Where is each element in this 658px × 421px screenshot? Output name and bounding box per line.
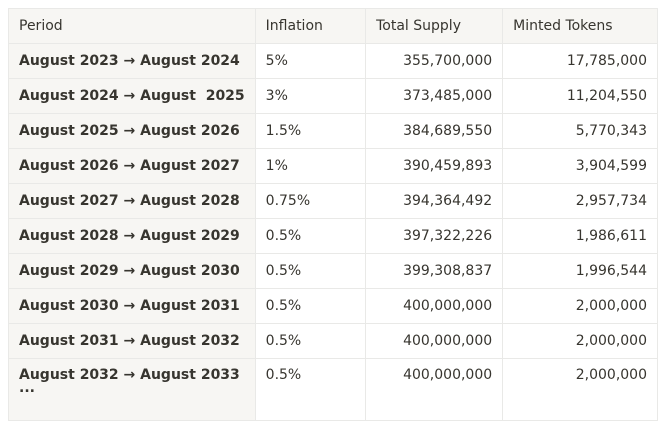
cell-period-text: August 2032 → August 2033 [19,367,240,383]
token-inflation-table-container: Period Inflation Total Supply Minted Tok… [8,8,658,421]
cell-minted-tokens: 2,000,000 [502,358,658,421]
cell-period: August 2032 → August 2033 ... [8,358,256,421]
table-row: August 2027 → August 2028 0.75% 394,364,… [8,183,658,219]
cell-minted-tokens: 1,986,611 [502,218,658,254]
cell-period: August 2030 → August 2031 [8,288,256,324]
cell-period: August 2029 → August 2030 [8,253,256,289]
cell-minted-tokens: 3,904,599 [502,148,658,184]
table-row: August 2024 → August 2025 3% 373,485,000… [8,78,658,114]
cell-total-supply: 397,322,226 [365,218,504,254]
cell-total-supply: 400,000,000 [365,358,504,421]
table-header-row: Period Inflation Total Supply Minted Tok… [8,8,658,44]
cell-period: August 2024 → August 2025 [8,78,256,114]
cell-period: August 2026 → August 2027 [8,148,256,184]
cell-minted-tokens: 2,000,000 [502,323,658,359]
cell-minted-tokens: 2,957,734 [502,183,658,219]
table-row: August 2030 → August 2031 0.5% 400,000,0… [8,288,658,324]
cell-total-supply: 400,000,000 [365,288,504,324]
cell-inflation: 0.5% [254,288,367,324]
cell-minted-tokens: 2,000,000 [502,288,658,324]
token-inflation-table: Period Inflation Total Supply Minted Tok… [8,8,658,421]
cell-period: August 2023 → August 2024 [8,43,256,79]
table-row: August 2028 → August 2029 0.5% 397,322,2… [8,218,658,254]
cell-inflation: 0.5% [254,218,367,254]
table-row: August 2023 → August 2024 5% 355,700,000… [8,43,658,79]
cell-period: August 2028 → August 2029 [8,218,256,254]
header-minted-tokens: Minted Tokens [502,8,658,44]
header-inflation: Inflation [254,8,367,44]
header-total-supply: Total Supply [365,8,504,44]
cell-period: August 2025 → August 2026 [8,113,256,149]
cell-period: August 2031 → August 2032 [8,323,256,359]
cell-inflation: 0.75% [254,183,367,219]
cell-inflation: 1.5% [254,113,367,149]
table-row: August 2025 → August 2026 1.5% 384,689,5… [8,113,658,149]
cell-inflation: 5% [254,43,367,79]
cell-total-supply: 400,000,000 [365,323,504,359]
cell-inflation: 3% [254,78,367,114]
cell-inflation: 1% [254,148,367,184]
table-row: August 2029 → August 2030 0.5% 399,308,8… [8,253,658,289]
header-period: Period [8,8,256,44]
cell-inflation: 0.5% [254,358,367,421]
cell-minted-tokens: 17,785,000 [502,43,658,79]
cell-minted-tokens: 5,770,343 [502,113,658,149]
cell-inflation: 0.5% [254,323,367,359]
table-row: August 2026 → August 2027 1% 390,459,893… [8,148,658,184]
continuation-ellipsis: ... [19,380,35,396]
cell-period: August 2027 → August 2028 [8,183,256,219]
cell-inflation: 0.5% [254,253,367,289]
cell-total-supply: 399,308,837 [365,253,504,289]
table-row: August 2031 → August 2032 0.5% 400,000,0… [8,323,658,359]
cell-minted-tokens: 1,996,544 [502,253,658,289]
cell-total-supply: 394,364,492 [365,183,504,219]
cell-minted-tokens: 11,204,550 [502,78,658,114]
cell-total-supply: 390,459,893 [365,148,504,184]
cell-total-supply: 384,689,550 [365,113,504,149]
cell-total-supply: 355,700,000 [365,43,504,79]
table-row: August 2032 → August 2033 ... 0.5% 400,0… [8,358,658,421]
cell-total-supply: 373,485,000 [365,78,504,114]
